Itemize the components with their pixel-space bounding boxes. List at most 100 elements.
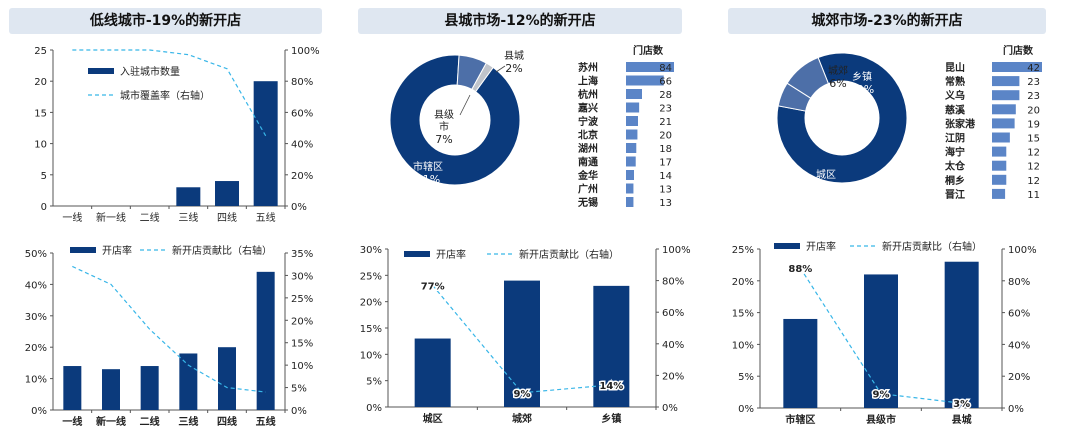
lowtier-count-chart-x-tick-label: 四线 bbox=[217, 211, 237, 224]
county-rate-chart-y-tick-label: 20% bbox=[360, 298, 382, 309]
suburb-donut-slice-label: 城郊 bbox=[828, 64, 848, 77]
county-store-bars-category-label: 南通 bbox=[578, 156, 598, 169]
county-store-bars-bar bbox=[626, 129, 638, 140]
lowtier-count-chart-x-tick-label: 五线 bbox=[256, 211, 276, 224]
lowtier-rate-chart-y-tick-label: 40% bbox=[25, 280, 47, 291]
suburb-store-bars-value-label: 12 bbox=[1027, 176, 1040, 187]
suburb-rate-chart-x-tick-label: 县城 bbox=[952, 413, 972, 426]
lowtier-rate-chart-legend-bar-label: 开店率 bbox=[102, 244, 132, 257]
lowtier-rate-chart-bar bbox=[179, 353, 198, 410]
lowtier-count-chart-x-tick-label: 三线 bbox=[178, 211, 198, 224]
county-store-bars-value-label: 13 bbox=[659, 185, 672, 196]
lowtier-rate-chart-legend-line-label: 新开店贡献比（右轴） bbox=[172, 244, 272, 257]
suburb-rate-chart-y2-tick-label: 0% bbox=[1008, 404, 1024, 415]
county-donut-slice-pct: 91% bbox=[416, 173, 440, 186]
lowtier-rate-chart-bar bbox=[218, 347, 236, 410]
lowtier-count-chart-y-tick-label: 15 bbox=[34, 108, 47, 119]
county-store-bars-value-label: 20 bbox=[659, 131, 672, 142]
county-store-bars-value-label: 18 bbox=[659, 144, 672, 155]
county-rate-chart-line-data-label: 77% bbox=[421, 281, 445, 292]
lowtier-rate-chart-x-tick-label: 新一线 bbox=[96, 415, 126, 428]
lowtier-rate-chart-y2-tick-label: 35% bbox=[291, 249, 313, 260]
county-donut-slice-label: 市辖区 bbox=[413, 160, 443, 173]
suburb-store-bars-category-label: 张家港 bbox=[945, 117, 976, 130]
suburb-rate-chart-line-data-label: 88% bbox=[788, 264, 812, 275]
lowtier-rate-chart-y2-tick-label: 10% bbox=[291, 361, 313, 372]
suburb-store-bars-bar bbox=[992, 160, 1007, 171]
county-store-bars-category-label: 广州 bbox=[578, 183, 598, 196]
suburb-rate-chart-y-tick-label: 0% bbox=[738, 404, 754, 415]
suburb-store-bars-category-label: 江阴 bbox=[945, 132, 965, 145]
suburb-store-bars-bar bbox=[992, 62, 1042, 72]
county-rate-chart-y2-tick-label: 0% bbox=[662, 403, 678, 414]
suburb-rate-chart-line-series bbox=[799, 267, 962, 404]
suburb-donut-slice bbox=[776, 52, 908, 184]
suburb-store-bars-category-label: 太仓 bbox=[944, 160, 966, 173]
county-store-bars-bar bbox=[626, 89, 642, 99]
suburb-store-bars-value-label: 42 bbox=[1027, 63, 1040, 74]
lowtier-count-chart-bar bbox=[253, 81, 278, 206]
county-rate-chart-bar bbox=[504, 280, 540, 407]
suburb-rate-chart-bar bbox=[783, 318, 818, 408]
lowtier-rate-chart-y2-tick-label: 15% bbox=[291, 339, 313, 350]
county-rate-chart-x-tick-label: 乡镇 bbox=[601, 412, 621, 425]
suburb-rate-chart-y-tick-label: 15% bbox=[732, 309, 754, 320]
suburb-store-bars-category-label: 海宁 bbox=[945, 146, 965, 159]
lowtier-rate-chart-x-tick-label: 一线 bbox=[62, 415, 82, 428]
county-rate-chart-y-tick-label: 30% bbox=[360, 245, 382, 256]
county-store-bars-bar bbox=[626, 170, 634, 180]
county-donut-slice-label: 市 bbox=[439, 120, 449, 133]
county-rate-chart-y2-tick-label: 60% bbox=[662, 308, 684, 319]
suburb-store-bars-bar bbox=[992, 118, 1015, 129]
county-store-bars-category-label: 嘉兴 bbox=[577, 102, 598, 115]
lowtier-rate-chart-y-tick-label: 30% bbox=[25, 312, 47, 323]
county-store-bars-bar bbox=[626, 75, 664, 86]
county-store-bars-value-label: 17 bbox=[659, 158, 672, 169]
suburb-rate-chart-legend-line-label: 新开店贡献比（右轴） bbox=[882, 240, 982, 253]
county-store-bars-value-label: 84 bbox=[659, 63, 672, 74]
lowtier-rate-chart-y2-tick-label: 25% bbox=[291, 294, 313, 305]
county-rate-chart-y-tick-label: 0% bbox=[366, 403, 382, 414]
county-rate-chart-y2-tick-label: 40% bbox=[662, 340, 684, 351]
county-rate-chart-y-tick-label: 10% bbox=[360, 350, 382, 361]
county-rate-chart-y-tick-label: 15% bbox=[360, 324, 382, 335]
lowtier-rate-chart-line-series bbox=[72, 265, 266, 393]
suburb-store-bars-bar bbox=[992, 76, 1020, 87]
suburb-donut-slice-label: 城区 bbox=[816, 169, 836, 181]
lowtier-count-chart-y2-tick-label: 20% bbox=[291, 171, 313, 182]
county-store-bars-bar bbox=[626, 183, 634, 194]
county-rate-chart-legend-line-label: 新开店贡献比（右轴） bbox=[519, 248, 619, 261]
panel-title-low-tier: 低线城市-19%的新开店 bbox=[9, 8, 322, 34]
county-store-bars-value-label: 23 bbox=[659, 104, 672, 115]
suburb-rate-chart-line-data-label: 3% bbox=[953, 399, 970, 410]
county-store-bars-category-label: 苏州 bbox=[578, 61, 598, 74]
county-store-bars-value-label: 14 bbox=[659, 171, 672, 182]
lowtier-count-chart-y-tick-label: 5 bbox=[41, 171, 47, 182]
county-store-bars-bar bbox=[626, 62, 674, 72]
lowtier-count-chart-legend-bar-label: 入驻城市数量 bbox=[120, 65, 180, 78]
lowtier-count-chart-legend-bar-swatch bbox=[88, 68, 114, 74]
lowtier-rate-chart-y2-tick-label: 20% bbox=[291, 316, 313, 327]
county-store-bars-category-label: 金华 bbox=[577, 169, 598, 182]
suburb-donut-slice-pct: 84% bbox=[814, 181, 838, 194]
lowtier-count-chart-y2-tick-label: 0% bbox=[291, 202, 307, 213]
lowtier-rate-chart-y-tick-label: 20% bbox=[25, 343, 47, 354]
suburb-store-bars-category-label: 常熟 bbox=[945, 75, 965, 88]
county-rate-chart-x-tick-label: 城区 bbox=[423, 412, 443, 425]
suburb-rate-chart-line-data-label: 9% bbox=[873, 390, 890, 401]
suburb-donut-slice bbox=[786, 56, 830, 99]
county-rate-chart-line-series bbox=[432, 284, 612, 394]
suburb-donut-slice-label: 乡镇 bbox=[852, 70, 872, 83]
lowtier-count-chart-x-tick-label: 二线 bbox=[140, 211, 160, 224]
county-rate-chart-y2-tick-label: 100% bbox=[662, 245, 691, 256]
suburb-store-bars-category-label: 晋江 bbox=[945, 188, 965, 201]
lowtier-count-chart-y-tick-label: 20 bbox=[34, 77, 47, 88]
county-store-bars-value-label: 28 bbox=[659, 90, 672, 101]
suburb-store-bars-value-label: 15 bbox=[1027, 134, 1040, 145]
county-rate-chart-bar bbox=[414, 338, 451, 407]
lowtier-count-chart-y-tick-label: 10 bbox=[34, 140, 47, 151]
county-store-bars-category-label: 上海 bbox=[578, 75, 598, 88]
suburb-store-bars-title: 门店数 bbox=[1003, 44, 1034, 57]
county-store-bars-category-label: 北京 bbox=[578, 129, 598, 142]
